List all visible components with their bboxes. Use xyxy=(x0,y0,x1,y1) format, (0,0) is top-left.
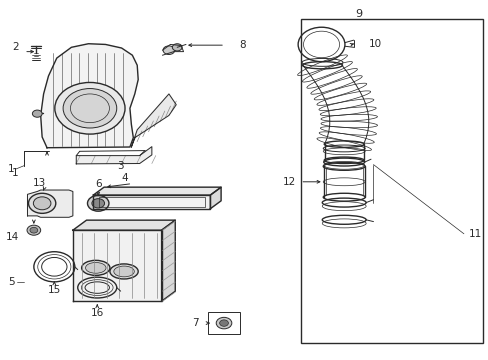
Circle shape xyxy=(87,195,109,211)
Polygon shape xyxy=(73,230,161,301)
Text: 10: 10 xyxy=(368,40,381,49)
Circle shape xyxy=(55,82,125,134)
Polygon shape xyxy=(131,94,176,147)
Polygon shape xyxy=(41,44,138,148)
Text: 8: 8 xyxy=(239,40,246,50)
Text: 1: 1 xyxy=(8,164,15,174)
Ellipse shape xyxy=(81,260,110,275)
Polygon shape xyxy=(210,187,221,209)
Circle shape xyxy=(163,46,174,54)
Text: 7: 7 xyxy=(192,318,198,328)
Text: 15: 15 xyxy=(48,285,61,295)
Text: 9: 9 xyxy=(355,9,362,19)
Text: 16: 16 xyxy=(90,309,103,318)
Circle shape xyxy=(28,193,56,213)
Text: 4: 4 xyxy=(122,173,128,183)
Text: 12: 12 xyxy=(283,177,296,187)
Circle shape xyxy=(27,225,41,235)
Polygon shape xyxy=(73,220,175,230)
Text: 5: 5 xyxy=(8,277,15,287)
Bar xyxy=(207,312,239,334)
Text: 14: 14 xyxy=(6,232,20,242)
Ellipse shape xyxy=(85,262,106,273)
Circle shape xyxy=(172,44,182,51)
Ellipse shape xyxy=(114,266,134,277)
Circle shape xyxy=(32,110,42,117)
Text: 13: 13 xyxy=(33,178,46,188)
Polygon shape xyxy=(27,190,73,217)
Text: 1: 1 xyxy=(12,168,19,178)
Circle shape xyxy=(30,227,38,233)
Polygon shape xyxy=(93,195,210,209)
Circle shape xyxy=(219,320,228,326)
Circle shape xyxy=(63,89,117,128)
Polygon shape xyxy=(76,147,152,164)
Bar xyxy=(300,19,483,343)
Text: 6: 6 xyxy=(95,179,102,189)
Text: 2: 2 xyxy=(12,42,19,51)
Ellipse shape xyxy=(110,264,138,279)
Text: 11: 11 xyxy=(468,229,481,239)
Circle shape xyxy=(92,199,104,208)
Text: 3: 3 xyxy=(117,161,123,171)
Polygon shape xyxy=(93,187,221,195)
Circle shape xyxy=(216,318,231,329)
Circle shape xyxy=(33,197,51,210)
Polygon shape xyxy=(161,220,175,301)
